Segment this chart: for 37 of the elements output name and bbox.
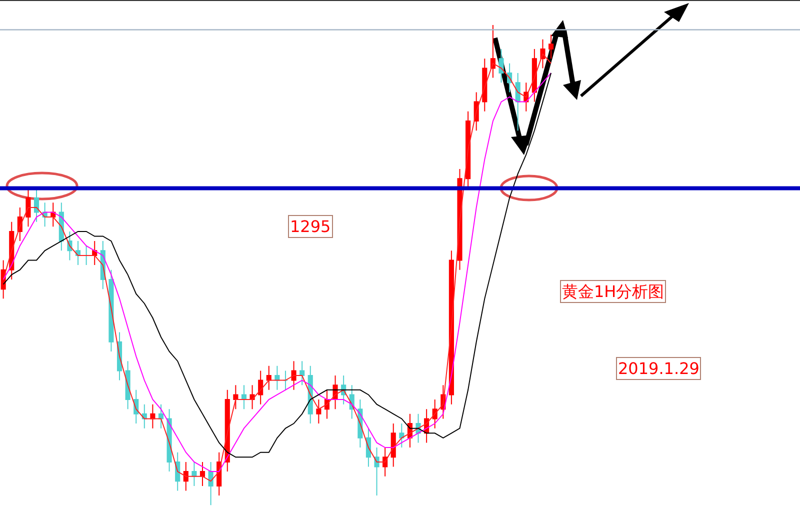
candlestick [382,447,388,477]
candlestick [158,404,164,429]
candlestick [92,240,98,266]
candlestick [84,245,89,266]
candlestick [192,461,197,486]
candlestick [175,452,180,492]
text: 2019.1.29 [618,359,700,378]
candlestick [374,447,380,496]
annotation: 1295 [290,217,331,236]
candlestick [108,269,114,352]
candlestick [532,48,537,102]
text: 黄金1H分析图 [562,282,664,301]
candlestick [75,240,81,266]
candlestick [316,399,322,424]
candlestick [258,370,264,405]
candlestick [282,370,288,390]
candlestick [241,384,247,410]
candlestick [291,360,296,390]
candlestick [482,58,488,112]
candlestick [183,461,188,492]
candlestick [150,404,156,429]
candlestick [432,399,438,429]
candlestick [300,360,305,386]
candlestick [515,72,520,132]
candlestick [274,365,280,390]
candlestick [233,384,238,410]
candlestick [34,188,40,222]
candlestick [548,34,554,60]
candlestick [250,384,255,410]
candlestick [208,461,214,506]
candlestick [399,423,404,448]
candlestick [490,24,496,78]
candlestick [200,461,206,486]
candlestick [498,48,504,84]
candlestick [266,365,272,390]
candlestick [390,423,396,468]
candlestick [26,188,31,228]
